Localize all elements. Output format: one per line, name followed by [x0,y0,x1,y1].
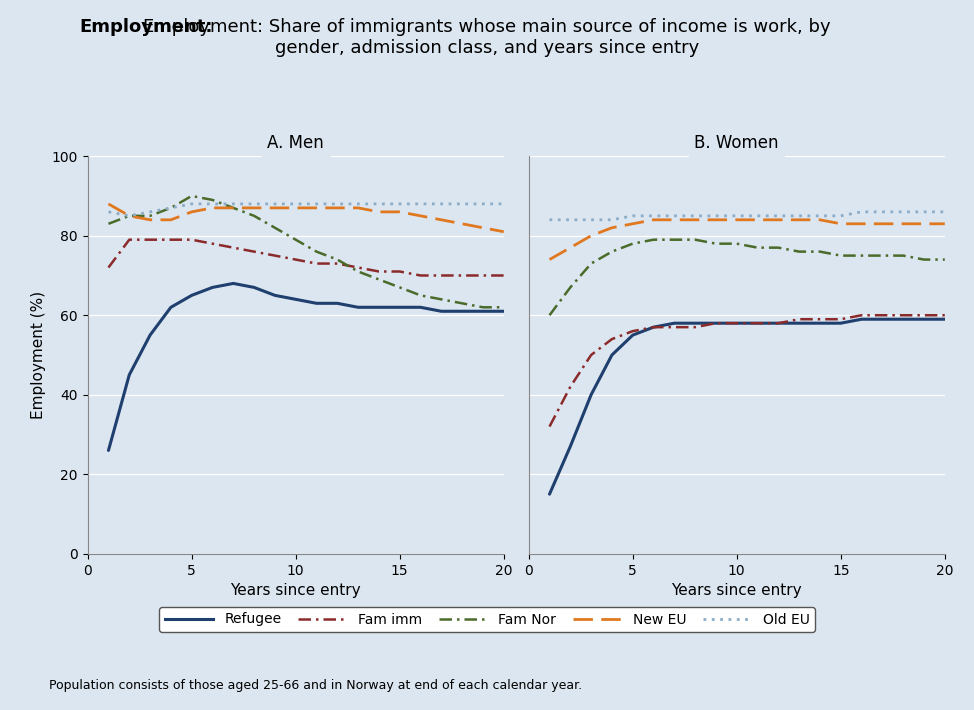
Text: Employment: Share of immigrants whose main source of income is work, by
gender, : Employment: Share of immigrants whose ma… [143,18,831,57]
Legend: Refugee, Fam imm, Fam Nor, New EU, Old EU: Refugee, Fam imm, Fam Nor, New EU, Old E… [159,607,815,632]
Text: Employment:: Employment: [80,18,213,36]
Title: B. Women: B. Women [694,134,779,152]
Title: A. Men: A. Men [267,134,324,152]
X-axis label: Years since entry: Years since entry [671,583,802,598]
X-axis label: Years since entry: Years since entry [231,583,361,598]
Text: Population consists of those aged 25-66 and in Norway at end of each calendar ye: Population consists of those aged 25-66 … [49,679,581,692]
Y-axis label: Employment (%): Employment (%) [31,291,46,419]
